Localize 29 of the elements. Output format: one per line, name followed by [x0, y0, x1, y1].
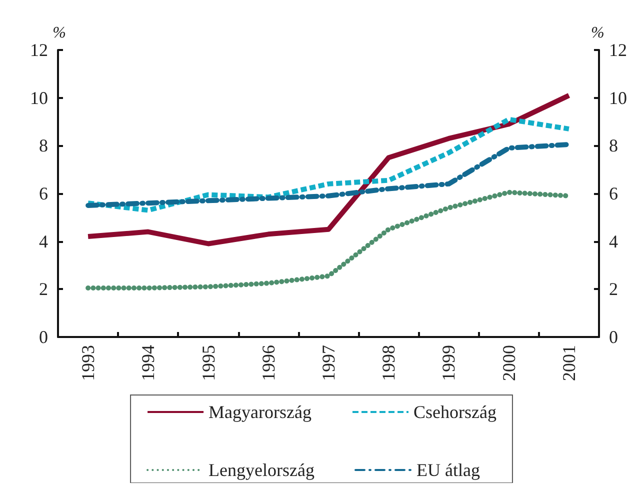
x-tick-label: 2001	[558, 345, 579, 381]
legend-label: EU átlag	[416, 460, 480, 480]
x-tick-label: 1998	[378, 345, 399, 381]
legend-label: Lengyelország	[208, 460, 314, 480]
y2-tick-label: 2	[609, 279, 618, 300]
x-tick-label: 1995	[198, 345, 218, 381]
x-tick-label: 1993	[78, 345, 98, 381]
y2-tick-label: 4	[609, 231, 618, 252]
x-tick-label: 2000	[498, 345, 519, 381]
y2-tick-label: 8	[609, 136, 618, 156]
y-tick-label: 6	[39, 184, 48, 204]
legend-label: Magyarország	[208, 402, 312, 422]
y2-tick-label: 6	[609, 184, 618, 204]
x-tick-label: 1999	[438, 345, 459, 381]
y-tick-label: 12	[30, 40, 48, 60]
y-axis-title: %	[52, 24, 66, 42]
y-tick-label: 0	[39, 327, 48, 347]
x-tick-label: 1996	[258, 345, 278, 381]
y-tick-label: 8	[39, 136, 48, 156]
y-tick-label: 2	[39, 279, 48, 300]
y2-tick-label: 12	[609, 40, 627, 60]
y2-axis-title: %	[591, 24, 604, 42]
y-tick-label: 10	[30, 88, 48, 108]
x-tick-label: 1994	[138, 345, 158, 381]
legend-label: Csehország	[413, 402, 496, 422]
y2-tick-label: 0	[609, 327, 618, 347]
y2-tick-label: 10	[609, 88, 627, 108]
y-tick-label: 4	[39, 231, 48, 252]
x-tick-label: 1997	[318, 345, 338, 381]
